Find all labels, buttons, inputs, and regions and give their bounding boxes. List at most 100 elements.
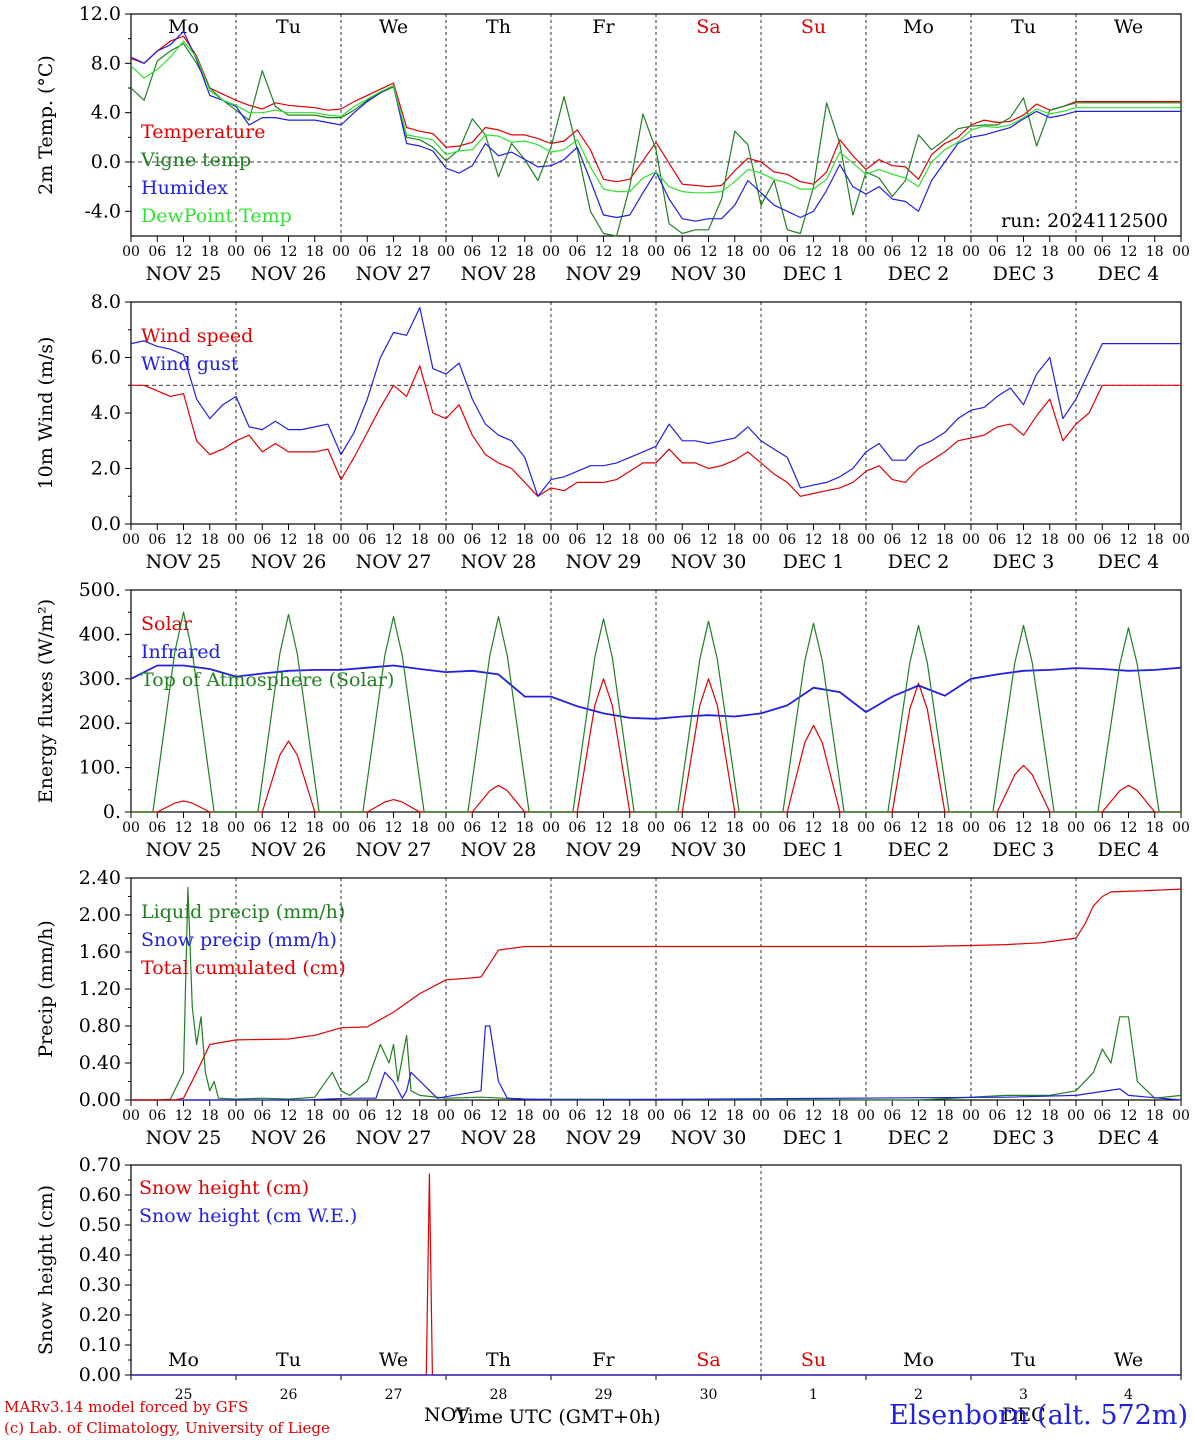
y-tick-label: 0.80 — [79, 1015, 121, 1037]
y-tick-label: 0.70 — [79, 1154, 121, 1176]
hour-tick-label: 12 — [1015, 1108, 1033, 1124]
y-axis-label: Energy fluxes (W/m²) — [35, 599, 57, 803]
date-label: NOV 29 — [566, 1127, 642, 1149]
hour-tick-label: 18 — [516, 1108, 534, 1124]
hour-tick-label: 12 — [175, 1108, 193, 1124]
series-line — [130, 35, 1181, 188]
day-number-label: 1 — [809, 1387, 818, 1403]
hour-tick-label: 06 — [778, 532, 796, 548]
hour-tick-label: 18 — [201, 244, 219, 260]
hour-tick-label: 12 — [1015, 532, 1033, 548]
hour-tick-label: 18 — [411, 1108, 429, 1124]
date-label: NOV 27 — [356, 263, 432, 285]
weekday-label: Mo — [168, 1349, 199, 1371]
hour-tick-label: 12 — [280, 1108, 298, 1124]
hour-tick-label: 06 — [568, 244, 586, 260]
weekday-label: Th — [486, 1349, 511, 1371]
y-tick-label: 0.40 — [79, 1244, 121, 1266]
hour-tick-label: 18 — [1041, 1108, 1059, 1124]
weekday-label: Th — [486, 16, 511, 38]
y-tick-label: 4.0 — [91, 102, 121, 124]
hour-tick-label: 00 — [227, 820, 245, 836]
y-axis-label: Snow height (cm) — [35, 1185, 57, 1355]
hour-tick-label: 12 — [385, 244, 403, 260]
day-number-label: 26 — [280, 1387, 298, 1403]
weekday-label: Mo — [903, 16, 934, 38]
hour-tick-label: 18 — [1146, 532, 1164, 548]
month-label-dec: DEC — [1002, 1404, 1046, 1426]
legend-entry: Snow height (cm) — [139, 1177, 309, 1199]
hour-tick-label: 12 — [385, 820, 403, 836]
series-line — [131, 611, 1181, 813]
y-tick-label: 1.60 — [79, 941, 121, 963]
date-label: DEC 3 — [993, 551, 1055, 573]
y-tick-label: 0.10 — [79, 1334, 121, 1356]
y-tick-label: 0.00 — [79, 1089, 121, 1111]
hour-tick-label: 00 — [962, 532, 980, 548]
hour-tick-label: 00 — [227, 532, 245, 548]
hour-tick-label: 18 — [936, 244, 954, 260]
hour-tick-label: 18 — [726, 532, 744, 548]
series-line — [130, 40, 1181, 194]
hour-tick-label: 18 — [831, 1108, 849, 1124]
hour-tick-label: 06 — [883, 532, 901, 548]
panel-4: 2.40 2.00 1.60 1.20 0.80 0.40 0.00 Precip (mm/h… — [35, 867, 1190, 1149]
hour-tick-label: 00 — [752, 1108, 770, 1124]
date-label: NOV 27 — [356, 1127, 432, 1149]
y-tick-label: 0.30 — [79, 1274, 121, 1296]
legend-entry: Liquid precip (mm/h) — [141, 901, 345, 923]
month-label-nov: NOV — [424, 1404, 470, 1426]
hour-tick-label: 00 — [542, 1108, 560, 1124]
hour-tick-label: 00 — [647, 244, 665, 260]
hour-tick-label: 18 — [201, 820, 219, 836]
hour-tick-label: 18 — [621, 820, 639, 836]
day-number-label: 2 — [914, 1387, 923, 1403]
hour-tick-label: 18 — [1146, 244, 1164, 260]
date-label: NOV 25 — [146, 263, 222, 285]
y-axis-label: Precip (mm/h) — [35, 920, 57, 1058]
date-label: NOV 30 — [671, 1127, 747, 1149]
hour-tick-label: 06 — [148, 1108, 166, 1124]
hour-tick-label: 18 — [411, 532, 429, 548]
hour-tick-label: 00 — [962, 244, 980, 260]
weekday-label: Tu — [276, 1349, 301, 1371]
y-tick-label: 8.0 — [91, 291, 121, 313]
hour-tick-label: 06 — [568, 532, 586, 548]
hour-tick-label: 18 — [516, 244, 534, 260]
hour-tick-label: 00 — [227, 1108, 245, 1124]
hour-tick-label: 06 — [883, 820, 901, 836]
y-tick-label: 0.40 — [79, 1052, 121, 1074]
series-line — [130, 664, 1182, 720]
hour-tick-label: 06 — [778, 1108, 796, 1124]
y-tick-label: 0.0 — [91, 151, 121, 173]
hour-tick-label: 12 — [595, 1108, 613, 1124]
hour-tick-label: 00 — [857, 820, 875, 836]
weekday-label: Fr — [592, 16, 615, 38]
hour-tick-label: 12 — [805, 532, 823, 548]
y-tick-label: 2.40 — [79, 867, 121, 889]
hour-tick-label: 00 — [857, 1108, 875, 1124]
hour-tick-label: 00 — [1172, 1108, 1190, 1124]
y-tick-label: 400. — [79, 623, 121, 645]
hour-tick-label: 00 — [122, 1108, 140, 1124]
hour-tick-label: 06 — [1093, 244, 1111, 260]
date-label: DEC 4 — [1098, 1127, 1160, 1149]
hour-tick-label: 18 — [726, 820, 744, 836]
day-number-label: 30 — [700, 1387, 718, 1403]
hour-tick-label: 00 — [542, 820, 560, 836]
hour-tick-label: 18 — [306, 244, 324, 260]
hour-tick-label: 18 — [306, 532, 324, 548]
run-label: run: 2024112500 — [1001, 210, 1168, 232]
hour-tick-label: 18 — [1146, 1108, 1164, 1124]
hour-tick-label: 06 — [673, 1108, 691, 1124]
weekday-label: Fr — [592, 1349, 615, 1371]
hour-tick-label: 12 — [700, 820, 718, 836]
series-line — [130, 43, 1181, 237]
hour-tick-label: 18 — [831, 820, 849, 836]
hour-tick-label: 06 — [1093, 1108, 1111, 1124]
x-axis-title: Time UTC (GMT+0h) — [455, 1406, 661, 1428]
day-number-label: 29 — [595, 1387, 613, 1403]
legend-entry: Snow precip (mm/h) — [141, 929, 337, 951]
hour-tick-label: 00 — [647, 532, 665, 548]
